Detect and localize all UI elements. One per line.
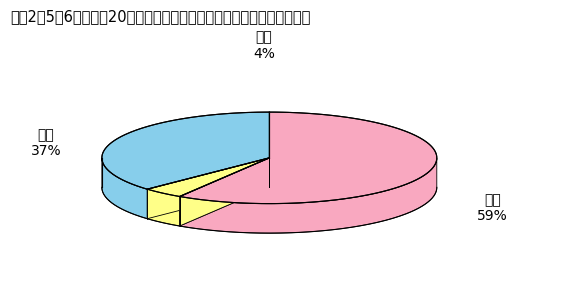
Polygon shape bbox=[147, 158, 269, 219]
Polygon shape bbox=[147, 158, 269, 196]
Text: 不明
4%: 不明 4% bbox=[253, 31, 275, 61]
Polygon shape bbox=[147, 189, 180, 226]
Text: あり
59%: あり 59% bbox=[477, 193, 508, 223]
Polygon shape bbox=[180, 112, 437, 204]
Polygon shape bbox=[180, 158, 269, 226]
Text: なし
37%: なし 37% bbox=[31, 128, 61, 158]
Polygon shape bbox=[102, 158, 147, 219]
Text: （図2－5－6）　過去20年間の洪水・土砂災害に伴う避難者の発生状況: （図2－5－6） 過去20年間の洪水・土砂災害に伴う避難者の発生状況 bbox=[10, 9, 310, 24]
Polygon shape bbox=[102, 112, 269, 189]
Polygon shape bbox=[180, 158, 437, 233]
Polygon shape bbox=[180, 158, 269, 226]
